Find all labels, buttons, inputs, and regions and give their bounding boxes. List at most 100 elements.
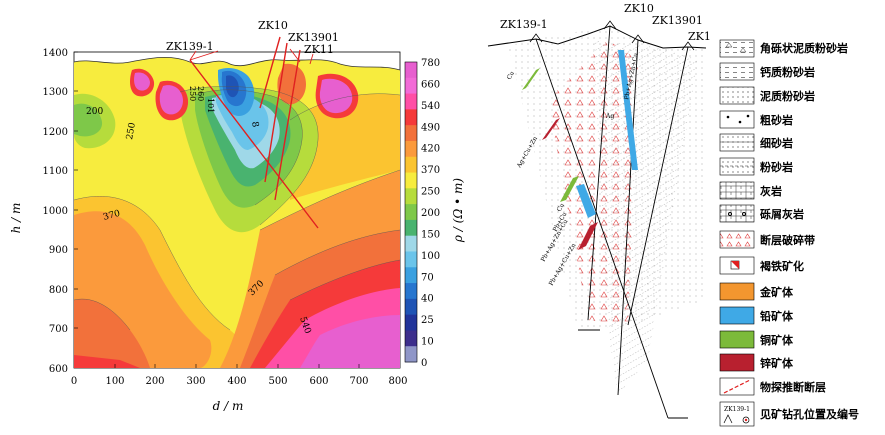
siltstone-swatch: [719, 157, 755, 176]
contour-fill: [74, 57, 400, 368]
borehole-label-zk139-1: ZK139-1: [166, 40, 214, 53]
y-tick: 1300: [43, 87, 68, 98]
legend-label: 铜矿体: [759, 333, 794, 347]
resistivity-section-panel: ZK139-1 ZK10 ZK13901 ZK11 200 250 370 37…: [9, 19, 465, 413]
ore-label: Ag: [605, 113, 614, 120]
legend-label: 见矿钻孔位置及编号: [760, 407, 859, 421]
colorbar-tick-label: 200: [421, 208, 440, 219]
legend-label: 细砂岩: [760, 136, 793, 150]
legend-label: 钙质粉砂岩: [760, 65, 815, 79]
angular-siltstone-swatch: [719, 39, 755, 58]
x-tick: 600: [309, 376, 328, 387]
colorbar-segment: [405, 283, 417, 300]
y-tick: 800: [49, 285, 68, 296]
colorbar-segment: [405, 188, 417, 205]
x-tick: 500: [268, 376, 287, 387]
colorbar-tick-label: 420: [421, 144, 440, 155]
colorbar-segment: [405, 267, 417, 284]
legend-label: 物探推断断层: [760, 380, 826, 394]
colorbar-tick-label: 490: [421, 122, 440, 133]
contour-label: 370: [102, 209, 121, 223]
colorbar-tick-label: 0: [421, 358, 427, 369]
legend-label: 粉砂岩: [760, 160, 793, 174]
colorbar-segment: [405, 109, 417, 126]
legend-label: 锌矿体: [760, 356, 794, 370]
borehole-label-zk10: ZK10: [258, 19, 288, 32]
surface-line: [73, 57, 401, 71]
contour-label: 250: [188, 86, 197, 101]
legend-label: 铅矿体: [760, 309, 794, 323]
legend-label: 断层破碎带: [760, 233, 815, 247]
y-tick: 700: [49, 324, 68, 335]
colorbar-segment: [405, 314, 417, 331]
colorbar-segment: [405, 156, 417, 174]
borehole-symbol-swatch: ZK139-1: [719, 401, 755, 427]
argillaceous-siltstone-swatch: [719, 86, 755, 105]
ore-bodies: [522, 50, 638, 250]
colorbar-segment: [405, 204, 417, 221]
ore-label: Cu: [556, 202, 566, 213]
section-label-zk11: ZK11: [688, 30, 710, 43]
x-tick: 200: [145, 376, 164, 387]
colorbar-segment: [405, 219, 417, 237]
x-axis-label: d / m: [213, 399, 244, 413]
colorbar-tick-label: 10: [421, 337, 434, 348]
y-tick: 1400: [43, 48, 68, 59]
limestone-swatch: [719, 181, 755, 200]
colorbar-segment: [405, 235, 417, 252]
limonite-swatch: [719, 256, 755, 275]
gold-swatch: [719, 282, 755, 301]
colorbar-tick-label: 25: [421, 315, 434, 326]
colorbar-segment: [405, 346, 417, 363]
lead-swatch: [719, 306, 755, 325]
legend-label: 粗砂岩: [760, 113, 793, 127]
contour-label: 260: [196, 86, 205, 101]
colorbar-segment: [405, 330, 417, 347]
colorbar-segment: [405, 251, 417, 268]
x-tick: 400: [227, 376, 246, 387]
x-tick: 800: [388, 376, 407, 387]
section-label-zk10: ZK10: [624, 2, 654, 15]
colorbar-segment: [405, 125, 417, 142]
x-tick: 700: [349, 376, 368, 387]
y-tick: 600: [49, 364, 68, 375]
legend-label: 角砾状泥质粉砂岩: [760, 41, 848, 55]
borehole-symbol-text: ZK139-1: [724, 406, 750, 413]
section-label-zk139-1: ZK139-1: [500, 18, 548, 31]
y-axis-label: h / m: [9, 203, 23, 234]
ore-label: Cu: [506, 70, 516, 81]
section-label-zk13901: ZK13901: [652, 14, 703, 27]
y-axis: 1400 1300 1200 1100 1000 900 800 700 600: [43, 48, 68, 375]
colorbar-segment: [405, 172, 417, 189]
colorbar-segment: [405, 140, 417, 158]
legend-panel: ZK139-1 角砾状泥质粉砂岩 钙质粉砂岩 泥质粉砂岩 粗砂岩 细砂岩 粉砂岩…: [716, 0, 885, 431]
contour-label: 8: [249, 121, 260, 129]
geological-section-panel: ZK139-1 ZK10 ZK13901 ZK11 Cu Ag+Cu+Zn Pb…: [478, 0, 718, 431]
calcareous-siltstone-swatch: [719, 62, 755, 81]
colorbar-tick-label: 100: [421, 251, 440, 262]
coarse-sandstone-swatch: [719, 110, 755, 129]
contour-label: 200: [86, 107, 103, 117]
borehole-label-zk11: ZK11: [304, 43, 334, 56]
copper-swatch: [719, 330, 755, 349]
colorbar-segment: [405, 93, 417, 110]
colorbar-tick-label: 40: [421, 294, 434, 305]
legend-label: 泥质粉砂岩: [760, 89, 815, 103]
calcirudite-swatch: [719, 204, 755, 223]
zinc-swatch: [719, 353, 755, 372]
resistivity-section-svg: ZK139-1 ZK10 ZK13901 ZK11 200 250 370 37…: [9, 19, 465, 413]
legend-items: ZK139-1 角砾状泥质粉砂岩 钙质粉砂岩 泥质粉砂岩 粗砂岩 细砂岩 粉砂岩…: [719, 39, 859, 427]
legend-label: 金矿体: [759, 285, 794, 299]
x-tick: 100: [105, 376, 124, 387]
y-tick: 1200: [43, 127, 68, 138]
y-tick: 900: [49, 245, 68, 256]
y-tick: 1000: [43, 206, 68, 217]
colorbar-tick-label: 540: [421, 101, 440, 112]
borehole-label-zk13901: ZK13901: [288, 31, 339, 44]
x-axis: 0 100 200 300 400 500 600 700 800: [71, 376, 408, 387]
colorbar-tick-label: 370: [421, 165, 440, 176]
legend-svg: ZK139-1 角砾状泥质粉砂岩 钙质粉砂岩 泥质粉砂岩 粗砂岩 细砂岩 粉砂岩…: [719, 39, 859, 427]
colorbar-tick-label: 150: [421, 229, 440, 240]
colorbar-segment: [405, 62, 417, 79]
